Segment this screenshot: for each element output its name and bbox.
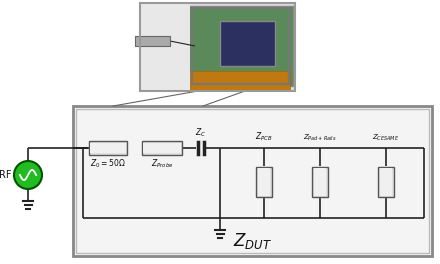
FancyBboxPatch shape <box>314 168 326 196</box>
Bar <box>192 8 289 84</box>
Bar <box>220 21 275 66</box>
Circle shape <box>14 161 42 189</box>
FancyBboxPatch shape <box>380 168 392 196</box>
Text: $Z_{Pad+Rails}$: $Z_{Pad+Rails}$ <box>303 133 337 143</box>
Text: $Z_{CESAME}$: $Z_{CESAME}$ <box>372 133 400 143</box>
FancyBboxPatch shape <box>258 168 270 196</box>
Text: $Z_C$: $Z_C$ <box>195 126 206 139</box>
Bar <box>150 71 290 91</box>
Text: $Z_0 = 50\Omega$: $Z_0 = 50\Omega$ <box>90 158 126 171</box>
Text: $Z_{DUT}$: $Z_{DUT}$ <box>233 231 272 251</box>
FancyBboxPatch shape <box>378 167 394 197</box>
FancyBboxPatch shape <box>89 141 127 155</box>
Bar <box>140 3 190 91</box>
Bar <box>76 109 429 253</box>
FancyBboxPatch shape <box>90 143 126 153</box>
Bar <box>140 3 295 91</box>
Text: $Z_{Probe}$: $Z_{Probe}$ <box>151 158 173 171</box>
FancyBboxPatch shape <box>143 143 181 153</box>
FancyBboxPatch shape <box>256 167 272 197</box>
Text: $Z_{PCB}$: $Z_{PCB}$ <box>255 130 273 143</box>
Bar <box>140 3 295 91</box>
FancyBboxPatch shape <box>142 141 182 155</box>
Bar <box>188 6 293 86</box>
Bar <box>135 36 170 46</box>
Text: RF: RF <box>0 170 12 180</box>
FancyBboxPatch shape <box>312 167 328 197</box>
Bar <box>73 106 432 256</box>
